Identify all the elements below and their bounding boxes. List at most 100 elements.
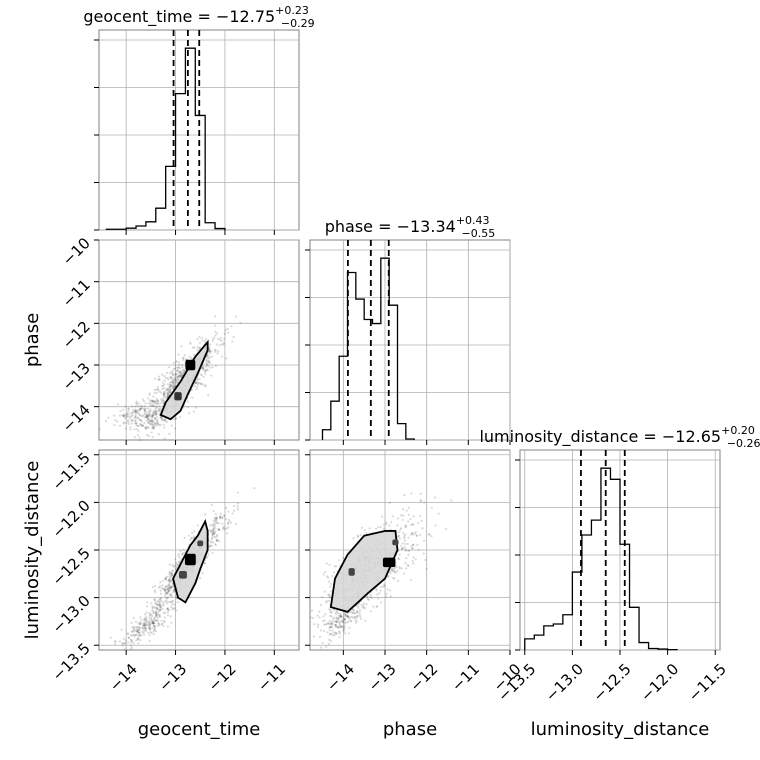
sample-point bbox=[204, 372, 207, 376]
sample-point bbox=[163, 594, 167, 597]
sample-point bbox=[339, 624, 342, 627]
sample-point bbox=[323, 623, 326, 626]
sample-point bbox=[158, 402, 162, 405]
sample-point bbox=[149, 410, 152, 413]
sample-point bbox=[156, 600, 159, 603]
sample-point bbox=[138, 409, 141, 412]
sample-point bbox=[138, 623, 142, 626]
sample-point bbox=[134, 408, 137, 411]
sample-point bbox=[129, 428, 132, 431]
sample-point bbox=[182, 357, 185, 360]
sample-point bbox=[168, 381, 171, 384]
sample-point bbox=[396, 524, 399, 527]
sample-point bbox=[377, 597, 380, 600]
sample-point bbox=[167, 584, 170, 587]
sample-point bbox=[148, 614, 152, 617]
sample-point bbox=[330, 632, 333, 636]
sample-point bbox=[178, 370, 182, 373]
sample-point bbox=[168, 577, 171, 580]
sample-point bbox=[337, 616, 340, 620]
sample-point bbox=[134, 626, 138, 629]
sample-point bbox=[170, 621, 173, 624]
y-axis-label-phase: phase bbox=[22, 313, 43, 367]
sample-point bbox=[168, 573, 171, 576]
sample-point bbox=[157, 621, 160, 625]
sample-point bbox=[173, 384, 176, 387]
sample-point bbox=[168, 586, 171, 589]
sample-point bbox=[183, 369, 186, 372]
sample-point bbox=[144, 426, 147, 429]
sample-point bbox=[211, 533, 214, 536]
sample-point bbox=[205, 338, 208, 341]
sample-point bbox=[158, 603, 162, 606]
sample-point bbox=[168, 391, 171, 394]
sample-point bbox=[161, 584, 164, 587]
sample-point bbox=[327, 593, 330, 596]
sample-point bbox=[215, 539, 218, 542]
sample-point bbox=[402, 572, 406, 575]
sample-point bbox=[350, 615, 353, 619]
sample-point bbox=[236, 502, 240, 505]
sample-point bbox=[316, 614, 319, 617]
x-axis-label-geocent_time: geocent_time bbox=[138, 719, 261, 740]
sample-point bbox=[135, 633, 138, 636]
sample-point bbox=[221, 516, 224, 520]
sample-point bbox=[155, 400, 158, 403]
sample-point bbox=[134, 410, 138, 414]
sample-point bbox=[157, 610, 160, 614]
sample-point bbox=[168, 432, 171, 435]
sample-point bbox=[386, 588, 389, 591]
sample-point bbox=[375, 605, 378, 609]
sample-point bbox=[186, 400, 189, 403]
sample-point bbox=[137, 637, 140, 641]
sample-point bbox=[142, 631, 145, 634]
sample-point bbox=[164, 611, 167, 615]
sample-point bbox=[209, 529, 213, 533]
sample-point bbox=[144, 613, 147, 616]
sample-point bbox=[161, 579, 164, 583]
sample-point bbox=[195, 381, 198, 385]
sample-point bbox=[323, 629, 326, 633]
sample-point bbox=[169, 615, 172, 618]
sample-point bbox=[150, 416, 154, 419]
sample-point bbox=[369, 595, 372, 598]
sample-point bbox=[145, 611, 148, 614]
sample-point bbox=[401, 514, 405, 517]
sample-point bbox=[175, 381, 179, 385]
sample-point bbox=[405, 509, 408, 512]
sample-point bbox=[193, 535, 196, 538]
sample-point bbox=[167, 390, 170, 393]
sample-point bbox=[208, 528, 211, 532]
sample-point bbox=[130, 639, 133, 642]
sample-point bbox=[232, 509, 236, 512]
sample-point bbox=[211, 529, 214, 532]
sample-point bbox=[347, 632, 350, 635]
sample-point bbox=[397, 534, 400, 538]
sample-point bbox=[209, 544, 212, 548]
sample-point bbox=[318, 635, 322, 639]
sample-point bbox=[135, 400, 138, 403]
sample-point bbox=[124, 427, 128, 430]
sample-point bbox=[172, 373, 175, 376]
sample-point bbox=[152, 622, 156, 625]
sample-point bbox=[176, 368, 179, 372]
sample-point bbox=[144, 415, 147, 418]
sample-point bbox=[404, 533, 407, 536]
sample-point bbox=[372, 605, 375, 608]
sample-point bbox=[398, 567, 402, 570]
sample-point bbox=[152, 425, 155, 428]
sample-point bbox=[222, 343, 225, 346]
sample-point bbox=[211, 531, 215, 534]
sample-point bbox=[309, 616, 312, 619]
sample-point bbox=[385, 522, 388, 525]
sample-point bbox=[170, 385, 173, 388]
sample-point bbox=[142, 622, 145, 625]
sample-point bbox=[210, 540, 213, 543]
sample-point bbox=[173, 607, 176, 610]
sample-point bbox=[134, 422, 138, 425]
sample-point bbox=[154, 614, 158, 617]
sample-point bbox=[140, 424, 143, 427]
sample-point bbox=[226, 327, 229, 331]
sample-point bbox=[335, 621, 338, 624]
sample-point bbox=[143, 404, 146, 407]
